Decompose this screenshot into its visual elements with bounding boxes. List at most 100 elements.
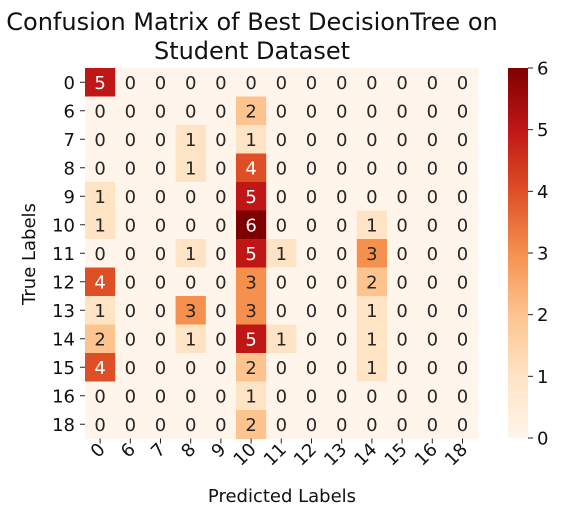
heatmap-cell-14-18 <box>447 324 479 354</box>
heatmap-cell-10-18 <box>447 210 479 240</box>
cell-value-label: 1 <box>366 329 377 350</box>
cell-value-label: 0 <box>155 415 166 436</box>
heatmap-cell-16-0 <box>85 381 116 411</box>
cell-value-label: 0 <box>215 329 226 350</box>
heatmap-cell-14-0 <box>85 324 116 354</box>
cell-value-label: 1 <box>185 158 196 179</box>
heatmap-cell-7-6 <box>115 125 146 155</box>
cell-value-label: 0 <box>306 187 317 208</box>
cell-value-label: 0 <box>215 301 226 322</box>
cell-value-label: 0 <box>306 358 317 379</box>
heatmap-cell-9-13 <box>326 182 358 212</box>
cell-value-label: 0 <box>396 130 407 151</box>
cell-value-label: 0 <box>245 73 256 94</box>
heatmap-cell-10-11 <box>266 210 297 240</box>
heatmap-cell-13-0 <box>85 296 116 326</box>
heatmap-cell-10-14 <box>356 210 388 240</box>
colorbar-tick-label: 0 <box>537 429 548 450</box>
heatmap-cell-14-15 <box>387 324 418 354</box>
heatmap-cell-11-15 <box>387 239 418 269</box>
heatmap-cell-14-10 <box>236 324 267 354</box>
heatmap-cell-13-13 <box>326 296 358 326</box>
heatmap-cell-15-13 <box>326 353 358 383</box>
cell-value-label: 0 <box>336 158 347 179</box>
cell-value-label: 0 <box>336 244 347 265</box>
heatmap-cell-13-18 <box>447 296 479 326</box>
heatmap-cell-9-7 <box>145 182 177 212</box>
cell-value-label: 1 <box>276 329 287 350</box>
heatmap-cell-13-10 <box>236 296 267 326</box>
heatmap-cell-14-16 <box>417 324 448 354</box>
cell-value-label: 0 <box>185 101 196 122</box>
heatmap-cell-16-6 <box>115 381 146 411</box>
cell-value-label: 0 <box>457 187 468 208</box>
heatmap-cell-8-10 <box>236 153 267 183</box>
heatmap-cell-16-18 <box>447 381 479 411</box>
heatmap-cell-0-13 <box>326 68 358 98</box>
cell-value-label: 0 <box>336 415 347 436</box>
heatmap-cell-13-7 <box>145 296 177 326</box>
cell-value-label: 4 <box>94 272 105 293</box>
cell-value-label: 0 <box>185 272 196 293</box>
cell-value-label: 0 <box>336 272 347 293</box>
cell-value-label: 1 <box>366 215 377 236</box>
cell-value-label: 0 <box>336 301 347 322</box>
heatmap-cell-0-8 <box>175 68 207 98</box>
cell-value-label: 0 <box>457 130 468 151</box>
cell-value-label: 0 <box>155 244 166 265</box>
heatmap-cell-13-14 <box>356 296 388 326</box>
cell-value-label: 1 <box>94 187 105 208</box>
cell-value-label: 1 <box>366 358 377 379</box>
heatmap-cell-9-0 <box>85 182 116 212</box>
heatmap-cell-0-14 <box>356 68 388 98</box>
cell-value-label: 3 <box>245 272 256 293</box>
y-tick-label: 15 <box>52 358 75 379</box>
cell-value-label: 0 <box>94 386 105 407</box>
heatmap-cell-18-12 <box>296 410 328 440</box>
heatmap-cell-14-6 <box>115 324 146 354</box>
heatmap-cell-15-15 <box>387 353 418 383</box>
heatmap-cell-12-10 <box>236 267 267 297</box>
cell-value-label: 0 <box>155 130 166 151</box>
colorbar-tick-label: 6 <box>537 59 548 80</box>
cell-value-label: 0 <box>396 187 407 208</box>
cell-value-label: 0 <box>427 415 438 436</box>
cell-value-label: 0 <box>306 158 317 179</box>
y-axis-label: True Labels <box>19 203 40 306</box>
heatmap-cell-16-14 <box>356 381 388 411</box>
heatmap-cell-11-7 <box>145 239 177 269</box>
cell-value-label: 0 <box>396 215 407 236</box>
heatmap-cell-7-8 <box>175 125 207 155</box>
cell-value-label: 0 <box>155 158 166 179</box>
heatmap-cells: 5 0 0 0 0 0 0 0 0 0 0 0 00 0 0 0 0 2 0 0 0 0 0 0 00 0 0 1 0 1 0 0 0 0 0 0 00… <box>85 68 479 440</box>
cell-value-label: 0 <box>125 301 136 322</box>
cell-value-label: 3 <box>245 301 256 322</box>
heatmap-cell-14-12 <box>296 324 328 354</box>
cell-value-label: 0 <box>306 130 317 151</box>
heatmap-cell-8-13 <box>326 153 358 183</box>
heatmap-cell-13-12 <box>296 296 328 326</box>
colorbar-tick-label: 4 <box>537 182 548 203</box>
heatmap-cell-12-11 <box>266 267 297 297</box>
heatmap-cell-0-7 <box>145 68 177 98</box>
y-tick-labels: 0 6 7 8 9 10 11 12 13 14 15 16 18 <box>52 73 85 436</box>
heatmap-cell-6-11 <box>266 96 297 126</box>
cell-value-label: 0 <box>427 358 438 379</box>
x-tick-label: 9 <box>207 439 230 462</box>
cell-value-label: 0 <box>306 244 317 265</box>
chart-title-line-2: Student Dataset <box>154 37 350 65</box>
cell-value-label: 5 <box>245 187 256 208</box>
cell-value-label: 5 <box>245 329 256 350</box>
cell-value-label: 0 <box>215 386 226 407</box>
heatmap-cell-16-15 <box>387 381 418 411</box>
heatmap-cell-7-16 <box>417 125 448 155</box>
heatmap-cell-18-6 <box>115 410 146 440</box>
heatmap-cell-13-16 <box>417 296 448 326</box>
heatmap-cell-7-18 <box>447 125 479 155</box>
heatmap-cell-7-0 <box>85 125 116 155</box>
cell-value-label: 0 <box>155 272 166 293</box>
cell-value-label: 4 <box>94 358 105 379</box>
cell-value-label: 0 <box>457 244 468 265</box>
heatmap-cell-9-8 <box>175 182 207 212</box>
cell-value-label: 4 <box>245 158 256 179</box>
